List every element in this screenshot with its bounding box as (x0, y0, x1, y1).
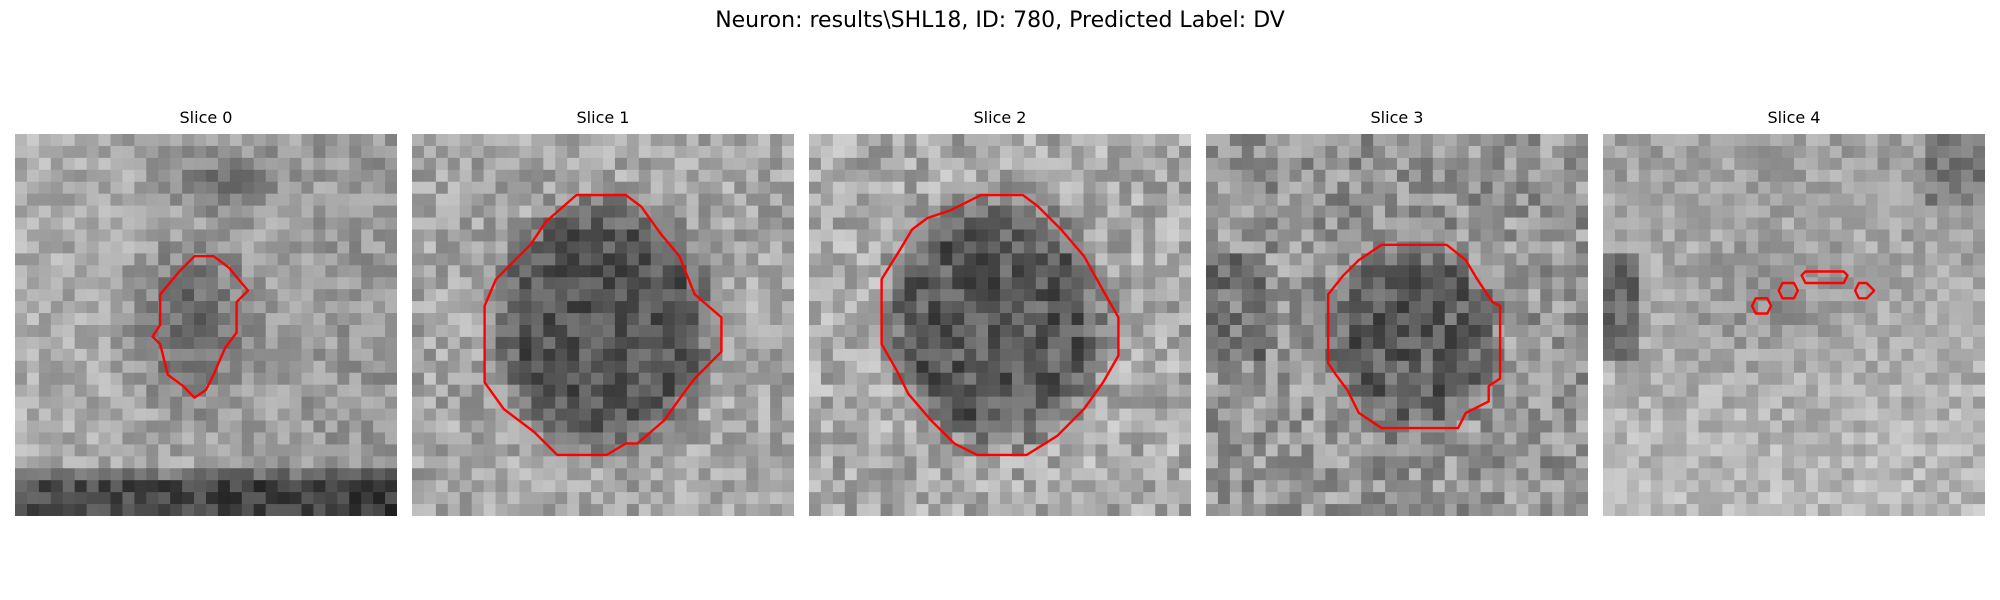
pixel-grid (1603, 134, 1985, 516)
slice-image-2 (809, 134, 1191, 516)
slice-image-4 (1603, 134, 1985, 516)
figure-title: Neuron: results\SHL18, ID: 780, Predicte… (715, 8, 1285, 33)
slice-4-micrograph (1603, 134, 1985, 516)
slice-panel-4: Slice 4 (1603, 108, 1985, 516)
slice-panel-1: Slice 1 (412, 108, 794, 516)
segmentation-contour (1750, 297, 1773, 315)
segmentation-contour (1800, 270, 1849, 285)
pixel-grid (15, 134, 397, 516)
slice-3-micrograph (1206, 134, 1588, 516)
segmentation-contour (1326, 243, 1502, 430)
pixel-grid (809, 134, 1191, 516)
segmentation-contour (880, 193, 1120, 457)
slice-title: Slice 4 (1767, 108, 1821, 127)
slice-image-0 (15, 134, 397, 516)
segmentation-contour (1853, 281, 1876, 300)
slice-panel-3: Slice 3 (1206, 108, 1588, 516)
slice-panel-2: Slice 2 (809, 108, 1191, 516)
slice-title: Slice 0 (179, 108, 233, 127)
pixel-grid (1206, 134, 1588, 516)
segmentation-contour (151, 254, 250, 399)
slice-title: Slice 3 (1370, 108, 1424, 127)
slice-title: Slice 1 (576, 108, 630, 127)
pixel-grid (412, 134, 794, 516)
slice-title: Slice 2 (973, 108, 1027, 127)
slice-0-micrograph (15, 134, 397, 516)
segmentation-contour (483, 193, 723, 457)
segmentation-contour (1777, 281, 1800, 300)
slice-panel-0: Slice 0 (15, 108, 397, 516)
slice-1-micrograph (412, 134, 794, 516)
slice-image-1 (412, 134, 794, 516)
slice-2-micrograph (809, 134, 1191, 516)
slice-image-3 (1206, 134, 1588, 516)
